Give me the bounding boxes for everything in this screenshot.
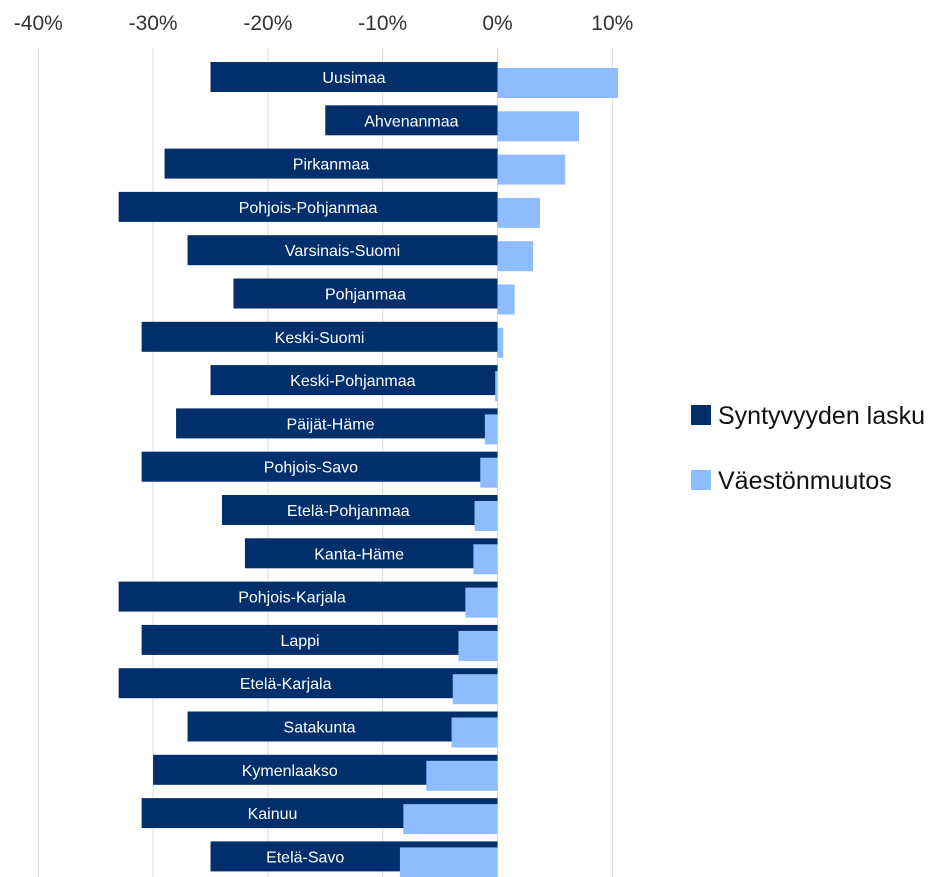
category-label-kanta-hame: Kanta-Häme (314, 546, 404, 563)
bar-vaestonmuutos-keski-pohjanmaa (495, 371, 498, 402)
bar-vaestonmuutos-kymenlaakso (426, 760, 498, 791)
bar-syntyvyyden-lasku-paijat-hame (176, 408, 498, 439)
x-tick-label: -30% (129, 12, 178, 35)
category-label-etela-karjala: Etelä-Karjala (240, 676, 332, 693)
category-label-satakunta: Satakunta (284, 720, 356, 737)
category-label-uusimaa: Uusimaa (322, 70, 385, 87)
category-label-ahvenanmaa: Ahvenanmaa (364, 113, 458, 130)
bar-syntyvyyden-lasku-uusimaa (210, 62, 498, 92)
x-tick-label: -40% (14, 12, 63, 35)
legend-swatch-vaestonmuutos (691, 470, 711, 490)
category-label-pohjois-savo: Pohjois-Savo (264, 460, 358, 477)
bar-vaestonmuutos-etela-karjala (452, 674, 498, 705)
category-label-pohjois-karjala: Pohjois-Karjala (238, 590, 346, 607)
bar-syntyvyyden-lasku-lappi (141, 624, 498, 655)
series-syntyvyyden-lasku (118, 62, 498, 872)
legend-swatch-syntyvyyden-lasku (691, 405, 711, 425)
bar-syntyvyyden-lasku-pohjois-karjala (118, 581, 498, 612)
x-tick-label: 0% (482, 12, 512, 35)
bar-vaestonmuutos-satakunta (451, 717, 498, 748)
bar-vaestonmuutos-ahvenanmaa (497, 111, 580, 142)
category-label-pohjois-pohjanmaa: Pohjois-Pohjanmaa (239, 200, 378, 217)
bar-vaestonmuutos-varsinais-suomi (497, 241, 534, 272)
bar-syntyvyyden-lasku-pohjanmaa (233, 278, 498, 309)
bar-vaestonmuutos-lappi (458, 630, 498, 661)
bar-syntyvyyden-lasku-pirkanmaa (164, 148, 498, 179)
category-label-pirkanmaa: Pirkanmaa (293, 157, 370, 174)
category-label-keski-suomi: Keski-Suomi (275, 330, 365, 347)
bar-vaestonmuutos-etela-pohjanmaa (474, 501, 498, 531)
legend-label-vaestonmuutos: Väestönmuutos (718, 467, 892, 495)
category-label-keski-pohjanmaa: Keski-Pohjanmaa (290, 373, 416, 390)
bar-vaestonmuutos-etela-savo (399, 847, 498, 877)
category-label-etela-pohjanmaa: Etelä-Pohjanmaa (287, 503, 410, 520)
bar-syntyvyyden-lasku-kanta-hame (244, 538, 498, 569)
bar-syntyvyyden-lasku-etela-karjala (118, 668, 498, 699)
legend-label-syntyvyyden-lasku: Syntyvyyden lasku (718, 402, 925, 430)
bar-syntyvyyden-lasku-keski-suomi (141, 321, 498, 352)
bar-syntyvyyden-lasku-varsinais-suomi (187, 235, 498, 266)
x-tick-label: 10% (591, 12, 633, 35)
bar-vaestonmuutos-paijat-hame (484, 414, 498, 445)
bar-vaestonmuutos-pohjanmaa (497, 284, 515, 315)
category-labels: Uusimaa Ahvenanmaa Pirkanmaa Pohjois-Pohjan… (238, 70, 458, 866)
x-tick-label: -10% (358, 12, 407, 35)
series-vaestonmuutos (399, 68, 619, 877)
category-label-varsinais-suomi: Varsinais-Suomi (285, 243, 400, 260)
bar-vaestonmuutos-pohjois-savo (480, 457, 498, 488)
bar-syntyvyyden-lasku-keski-pohjanmaa (210, 365, 498, 396)
bar-vaestonmuutos-pohjois-pohjanmaa (497, 197, 540, 228)
category-label-lappi: Lappi (280, 633, 319, 650)
bar-syntyvyyden-lasku-satakunta (187, 711, 498, 742)
bar-vaestonmuutos-pohjois-karjala (465, 587, 498, 618)
category-label-kymenlaakso: Kymenlaakso (242, 763, 338, 780)
x-tick-label: -20% (243, 12, 292, 35)
category-label-etela-savo: Etelä-Savo (266, 849, 344, 866)
bar-vaestonmuutos-kainuu (403, 804, 498, 835)
category-label-pohjanmaa: Pohjanmaa (325, 287, 406, 304)
x-tick-labels: -40% -30% -20% -10% 0% 10% (14, 12, 634, 35)
bar-vaestonmuutos-kanta-hame (473, 544, 498, 575)
bar-syntyvyyden-lasku-pohjois-savo (141, 451, 498, 482)
bar-vaestonmuutos-uusimaa (497, 68, 619, 98)
bar-vaestonmuutos-pirkanmaa (497, 154, 566, 185)
bar-vaestonmuutos-keski-suomi (497, 327, 504, 358)
bar-syntyvyyden-lasku-etela-pohjanmaa (221, 495, 498, 525)
legend: Syntyvyyden lasku Väestönmuutos (691, 402, 925, 495)
category-label-kainuu: Kainuu (248, 806, 298, 823)
category-label-paijat-hame: Päijät-Häme (286, 416, 374, 433)
bar-syntyvyyden-lasku-pohjois-pohjanmaa (118, 191, 498, 222)
bar-syntyvyyden-lasku-ahvenanmaa (325, 105, 498, 136)
